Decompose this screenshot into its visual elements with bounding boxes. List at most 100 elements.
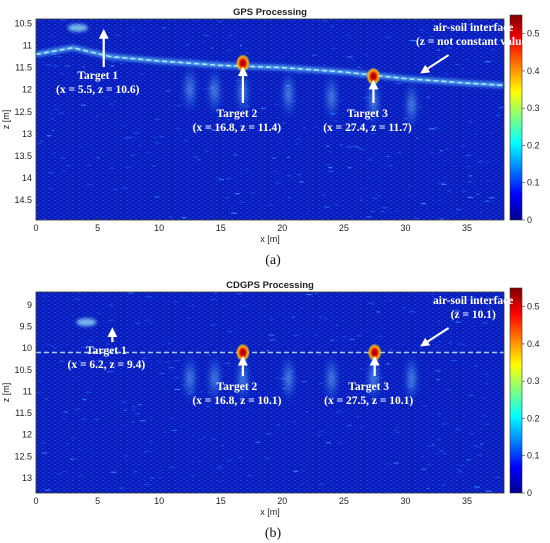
speckle: [462, 190, 467, 192]
speckle: [268, 334, 275, 336]
speckle: [490, 49, 495, 51]
speckle: [201, 88, 207, 90]
speckle: [190, 475, 195, 477]
speckle: [436, 379, 440, 381]
speckle: [82, 399, 87, 401]
speckle: [387, 300, 392, 302]
speckle: [324, 206, 330, 208]
speckle: [54, 105, 57, 107]
x-tick-label: 30: [400, 496, 410, 506]
speckle: [477, 161, 483, 163]
speckle: [377, 195, 381, 197]
speckle: [293, 334, 299, 336]
speckle: [87, 184, 93, 186]
speckle: [330, 339, 335, 341]
speckle: [153, 137, 157, 139]
speckle: [367, 177, 370, 180]
speckle: [440, 38, 444, 40]
speckle: [318, 431, 325, 433]
speckle: [447, 190, 451, 192]
speckle: [347, 424, 352, 426]
y-tick-label: 11: [23, 41, 32, 51]
speckle: [315, 292, 318, 294]
speckle: [486, 180, 491, 182]
speckle: [455, 321, 461, 323]
y-tick-label: 12.5: [14, 451, 32, 461]
speckle: [414, 19, 419, 21]
speckle: [299, 307, 303, 309]
speckle: [205, 150, 209, 152]
speckle: [52, 152, 56, 154]
speckle: [60, 157, 66, 159]
speckle: [195, 60, 198, 62]
speckle: [81, 418, 87, 420]
speckle: [382, 207, 388, 209]
speckle: [62, 418, 67, 420]
speckle: [111, 61, 115, 63]
x-axis: 0 5 10 15 20 25 30 35: [33, 217, 472, 233]
speckle: [393, 462, 399, 464]
speckle: [359, 76, 363, 78]
speckle: [211, 438, 217, 440]
x-tick-label: 20: [277, 223, 287, 233]
speckle: [247, 475, 252, 477]
speckle: [105, 96, 109, 98]
speckle: [323, 64, 326, 66]
panel-cdgps: CDGPS Processing 0 5 10 15 20 25 30 35 9 9.5 10 10…: [1, 280, 540, 541]
speckle: [185, 44, 190, 46]
speckle: [360, 426, 364, 428]
speckle: [149, 477, 155, 479]
speckle: [272, 157, 276, 159]
speckle: [441, 182, 446, 184]
speckle: [363, 54, 368, 56]
target-coords: (x = 16.8, z = 10.1): [192, 395, 281, 407]
speckle: [255, 441, 260, 443]
speckle: [437, 320, 440, 322]
speckle: [352, 145, 358, 148]
speckle: [245, 129, 248, 132]
colorbar-tick-label: 0.4: [527, 66, 540, 76]
speckle: [236, 293, 242, 295]
speckle: [495, 476, 500, 478]
x-tick-label: 25: [339, 496, 349, 506]
speckle: [245, 304, 250, 306]
speckle: [396, 426, 400, 428]
speckle: [133, 471, 138, 473]
speckle: [163, 431, 167, 433]
speckle: [115, 34, 121, 36]
speckle: [420, 456, 424, 458]
speckle: [439, 150, 443, 152]
speckle: [299, 181, 304, 183]
speckle: [97, 157, 100, 159]
speckle: [51, 129, 54, 132]
target-label: Target 2: [217, 381, 258, 393]
speckle: [468, 394, 474, 396]
speckle: [180, 97, 183, 99]
chart-title: GPS Processing: [233, 7, 307, 18]
speckle: [274, 103, 280, 105]
speckle: [260, 218, 265, 220]
x-axis-label: x [m]: [260, 507, 280, 517]
speckle: [111, 471, 117, 473]
x-tick-label: 5: [95, 223, 100, 233]
colorbar: 0 0.1 0.2 0.3 0.4 0.5: [509, 14, 540, 225]
speckle: [143, 319, 150, 321]
y-tick-label: 13.5: [14, 151, 32, 161]
speckle: [472, 301, 477, 303]
speckle: [389, 349, 393, 351]
speckle: [110, 65, 115, 67]
speckle: [53, 65, 59, 67]
speckle: [123, 424, 127, 426]
speckle: [135, 322, 141, 324]
interface-value: (z = 10.1): [451, 309, 496, 321]
x-tick-label: 25: [339, 223, 349, 233]
panel-label: (a): [265, 253, 281, 268]
speckle: [414, 217, 419, 219]
speckle: [149, 441, 153, 443]
speckle: [120, 63, 124, 65]
colorbar-tick-label: 0.5: [527, 302, 540, 312]
speckle: [455, 428, 460, 430]
radargram-features: [35, 19, 505, 221]
speckle: [173, 359, 180, 362]
speckle: [36, 392, 41, 394]
